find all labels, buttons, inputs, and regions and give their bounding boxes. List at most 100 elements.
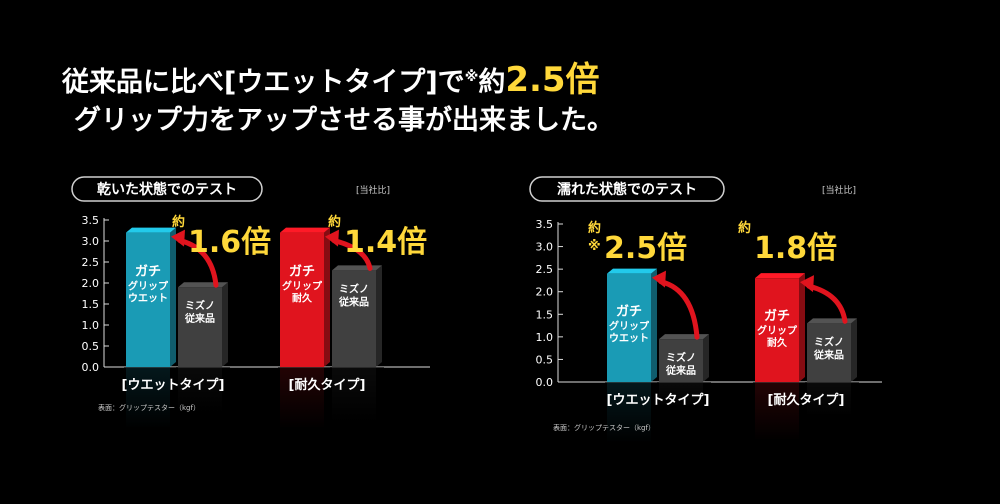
y-tick-label: 1.5 bbox=[536, 308, 554, 321]
bar-label: 従来品 bbox=[338, 295, 369, 308]
arrow-line bbox=[331, 238, 373, 271]
bar-side bbox=[376, 265, 382, 367]
group-label: [耐久タイプ] bbox=[289, 377, 366, 393]
arrow-line bbox=[806, 283, 848, 324]
y-tick-label: 2.0 bbox=[82, 277, 100, 290]
headline-note-mark: ※ bbox=[464, 69, 479, 85]
bar-top bbox=[607, 268, 657, 274]
bar-side bbox=[324, 227, 330, 367]
chart-source: 表面：グリップテスター（kgf） bbox=[553, 423, 655, 432]
arrow-line bbox=[177, 238, 219, 288]
headline-text: 従来品に比べ[ウエットタイプ]で bbox=[62, 67, 465, 98]
y-tick-label: 2.5 bbox=[536, 263, 554, 276]
chart-source: 表面：グリップテスター（kgf） bbox=[98, 403, 200, 412]
arrow-head bbox=[171, 229, 185, 247]
ratio-value: 1.8倍 bbox=[754, 231, 837, 266]
ratio-value: 1.4倍 bbox=[344, 225, 427, 260]
bar-side bbox=[799, 273, 805, 382]
bar-side bbox=[851, 318, 857, 382]
chart-2: 濡れた状態でのテスト [当社比] 0.0 0.5 1.0 1.5 2.0 2.5 3.0 3.5 ガ… bbox=[529, 176, 882, 444]
y-tick-label: 3.0 bbox=[536, 241, 554, 254]
bar-label: ガチ bbox=[289, 265, 315, 280]
bar-reflection-fade bbox=[657, 382, 711, 408]
bar-reflection-fade bbox=[753, 382, 807, 442]
ratio-prefix: 約 bbox=[738, 220, 751, 236]
ratio-prefix: 約 bbox=[328, 214, 341, 230]
ratio-value: 2.5倍 bbox=[604, 231, 687, 266]
bar-label: 耐久 bbox=[292, 292, 313, 305]
bar-reflection-fade bbox=[176, 367, 230, 413]
bar-top bbox=[126, 227, 176, 233]
bar-top bbox=[280, 227, 330, 233]
ratio-value: 1.6倍 bbox=[188, 225, 271, 260]
bar-label: グリップ bbox=[128, 280, 169, 293]
chart-title-pill bbox=[71, 176, 263, 202]
bar-reflection-fade bbox=[605, 382, 659, 444]
bar-side bbox=[170, 227, 176, 367]
headline: 従来品に比べ[ウエットタイプ]で※約2.5倍 グリップ力をアップさせる事が出来ま… bbox=[62, 58, 862, 140]
bar-label: 従来品 bbox=[813, 348, 844, 361]
group-label: [ウエットタイプ] bbox=[607, 393, 710, 408]
y-tick-label: 0.0 bbox=[536, 376, 554, 389]
bar bbox=[126, 232, 170, 367]
bar-label: 耐久 bbox=[767, 336, 788, 349]
bar-top bbox=[807, 318, 857, 324]
y-tick-label: 2.5 bbox=[82, 256, 100, 269]
bar-side bbox=[222, 282, 228, 367]
bar-label: グリップ bbox=[609, 320, 650, 333]
y-tick-label: 3.5 bbox=[536, 218, 554, 231]
bar-label: グリップ bbox=[757, 324, 798, 337]
chart-1: 乾いた状態でのテスト [当社比] 0.0 0.5 1.0 1.5 2.0 2.5 3.0 3.5 ガ… bbox=[71, 176, 430, 429]
y-tick-label: 0.5 bbox=[536, 353, 554, 366]
bar-label: 従来品 bbox=[184, 312, 215, 325]
bar-top bbox=[178, 282, 228, 288]
arrow-line bbox=[658, 279, 700, 340]
headline-line-1: 従来品に比べ[ウエットタイプ]で※約2.5倍 bbox=[62, 58, 862, 102]
chart-title-pill bbox=[529, 176, 725, 202]
bar-reflection-fade bbox=[278, 367, 332, 429]
y-tick-label: 1.0 bbox=[536, 331, 554, 344]
y-tick-label: 3.5 bbox=[82, 214, 100, 227]
ratio-prefix: 約 bbox=[172, 214, 185, 230]
bar-label: ミズノ bbox=[814, 335, 844, 348]
y-tick-label: 1.5 bbox=[82, 298, 100, 311]
y-tick-label: 3.0 bbox=[82, 235, 100, 248]
y-tick-label: 2.0 bbox=[536, 286, 554, 299]
ratio-prefix: 約 bbox=[588, 220, 601, 236]
bar-label: ウエット bbox=[128, 293, 168, 305]
bar-reflection-fade bbox=[805, 382, 859, 417]
y-tick-label: 0.0 bbox=[82, 361, 100, 374]
bar-reflection-fade bbox=[124, 367, 178, 429]
bar bbox=[178, 287, 222, 367]
bar-top bbox=[332, 265, 382, 271]
chart-note: [当社比] bbox=[822, 184, 856, 196]
bar bbox=[607, 273, 651, 382]
bar bbox=[755, 278, 799, 382]
bar-side bbox=[651, 268, 657, 382]
chart-title: 濡れた状態でのテスト bbox=[557, 181, 697, 198]
y-tick-label: 1.0 bbox=[82, 319, 100, 332]
chart-note: [当社比] bbox=[356, 184, 390, 196]
group-label: [耐久タイプ] bbox=[768, 392, 845, 408]
ratio-note: ※ bbox=[588, 239, 601, 254]
bar-label: ガチ bbox=[135, 265, 161, 280]
bar-label: グリップ bbox=[282, 280, 323, 293]
bar-label: ミズノ bbox=[185, 299, 215, 312]
arrow-head bbox=[325, 229, 339, 247]
y-tick-label: 0.5 bbox=[82, 340, 100, 353]
group-label: [ウエットタイプ] bbox=[122, 378, 225, 393]
bar-label: ガチ bbox=[764, 309, 790, 324]
bar-label: ミズノ bbox=[666, 351, 696, 364]
arrow-head bbox=[652, 270, 666, 288]
bar-top bbox=[755, 273, 805, 279]
bar bbox=[332, 270, 376, 367]
headline-line-2: グリップ力をアップさせる事が出来ました。 bbox=[74, 105, 614, 136]
bar bbox=[280, 232, 324, 367]
bar-label: ウエット bbox=[609, 333, 649, 345]
